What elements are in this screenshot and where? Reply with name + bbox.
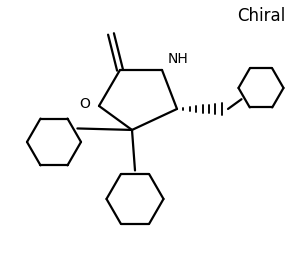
Text: O: O (80, 97, 91, 111)
Text: NH: NH (167, 52, 188, 66)
Text: Chiral: Chiral (237, 7, 285, 25)
